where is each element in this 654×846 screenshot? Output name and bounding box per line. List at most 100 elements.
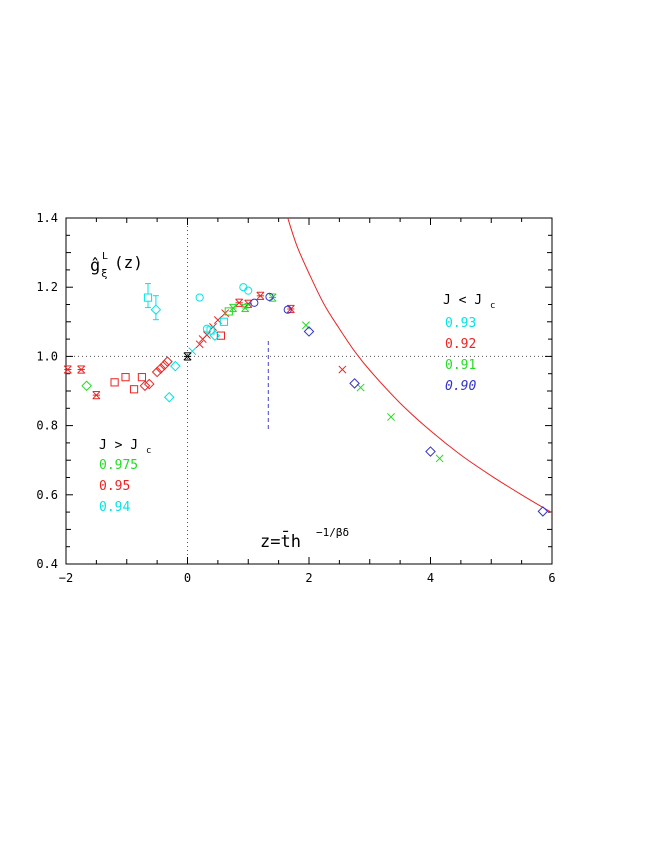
data-point-cross — [356, 383, 365, 392]
point-cross-b — [195, 340, 204, 349]
point-square — [121, 373, 130, 382]
point-diamond — [143, 378, 155, 390]
data-point-diamond — [303, 326, 315, 337]
point-diamond — [139, 380, 151, 392]
data-point-diamond_err — [150, 295, 162, 321]
point-diamond — [155, 363, 167, 374]
point-diamond — [303, 326, 315, 337]
x-tick-label: 4 — [427, 571, 434, 585]
data-point-diamond — [139, 380, 151, 392]
fit-curve-layer — [287, 217, 553, 514]
legend-low-entry-1: 0.95 — [99, 479, 130, 494]
data-point-cross — [202, 330, 211, 339]
legend-low-title-sub: c — [146, 446, 151, 456]
y-axis-label-sup: L — [102, 251, 108, 262]
axis-tick-labels: −2 0 2 4 6 0.4 0.6 0.8 1.0 1.2 1.4 — [36, 211, 555, 585]
point-square — [137, 373, 147, 382]
legend-high-title-sub: c — [490, 301, 495, 311]
point-cross-b — [202, 330, 211, 339]
data-point-hourglass — [77, 365, 86, 374]
data-point-cross — [435, 454, 444, 463]
data-point-diamond — [162, 356, 173, 367]
data-point-hourglass — [241, 303, 250, 313]
y-tick-label: 0.4 — [36, 557, 58, 571]
data-point-hourglass — [183, 352, 192, 361]
x-axis-label: z=t̄h — [260, 529, 301, 552]
point-square — [110, 378, 119, 387]
y-tick-label: 1.4 — [36, 211, 58, 225]
point-circle — [244, 286, 253, 295]
y-axis-label: ĝ — [90, 256, 100, 276]
data-point-square — [219, 317, 229, 326]
data-point-diamond — [163, 391, 175, 403]
data-point-square_err — [143, 283, 153, 309]
data-point-square — [206, 326, 215, 335]
data-point-hourglass — [92, 391, 101, 400]
data-point-hourglass — [63, 365, 72, 374]
data-point-square — [137, 373, 147, 382]
point-diamond — [151, 366, 163, 378]
point-square — [219, 317, 229, 326]
point-cross-b — [302, 321, 310, 330]
legend-high-entry-1: 0.92 — [445, 337, 476, 352]
data-point-diamond — [170, 360, 181, 372]
point-circle — [239, 283, 248, 292]
point-circle — [283, 305, 292, 314]
legend-high-entry-0: 0.93 — [445, 316, 476, 331]
legend-low-entry-0: 0.975 — [99, 458, 138, 473]
point-diamond — [162, 356, 173, 367]
data-point-square — [129, 385, 139, 394]
point-square — [129, 385, 139, 394]
legend-high-title: J < J — [443, 293, 482, 308]
data-point-cross — [338, 365, 347, 374]
x-tick-label: 6 — [548, 571, 555, 585]
data-point-circle — [239, 283, 248, 292]
point-diamond — [81, 380, 92, 392]
fit-curve — [287, 217, 553, 514]
point-circle — [250, 298, 259, 307]
point-diamond — [537, 506, 549, 517]
point-diamond — [150, 304, 162, 315]
data-point-cross — [195, 340, 204, 349]
point-diamond — [349, 378, 360, 389]
data-point-diamond — [81, 380, 92, 392]
data-point-square — [224, 307, 233, 316]
data-point-diamond — [349, 378, 360, 389]
reference-lines — [66, 218, 552, 564]
point-circle — [195, 293, 204, 302]
data-point-hourglass — [229, 303, 238, 313]
point-square — [216, 331, 226, 340]
point-cross-b — [338, 365, 347, 374]
data-point-diamond — [151, 366, 163, 378]
axis-ticks — [65, 217, 553, 565]
y-tick-label: 1.0 — [36, 349, 58, 363]
point-square — [143, 293, 153, 302]
data-point-circle — [244, 286, 253, 295]
point-diamond — [425, 446, 436, 457]
data-point-square — [110, 378, 119, 387]
data-point-hourglass — [256, 291, 265, 300]
y-axis-label-sub: ξ — [101, 267, 108, 280]
data-point-diamond — [159, 359, 170, 371]
legend-low-title: J > J — [99, 438, 138, 453]
legend-high-entry-2: 0.91 — [445, 358, 476, 373]
point-cross-b — [213, 316, 222, 325]
x-axis-label-sup: −1/βδ — [316, 526, 349, 539]
data-point-circle — [195, 293, 204, 302]
data-point-square — [216, 331, 226, 340]
data-point-square — [121, 373, 130, 382]
data-point-diamond — [143, 378, 155, 390]
y-tick-label: 0.8 — [36, 419, 58, 433]
point-diamond — [159, 359, 170, 371]
data-point-circle — [283, 305, 292, 314]
point-circle — [265, 292, 274, 301]
y-axis-label-main: ĝ — [90, 256, 100, 276]
point-diamond — [170, 360, 181, 372]
y-axis-label-args: (z) — [114, 253, 143, 272]
point-cross-b — [356, 383, 365, 392]
data-point-diamond — [425, 446, 436, 457]
y-tick-label: 0.6 — [36, 488, 58, 502]
data-point-circle — [250, 298, 259, 307]
legend-low-coupling: J > J c 0.975 0.95 0.94 — [99, 438, 151, 515]
